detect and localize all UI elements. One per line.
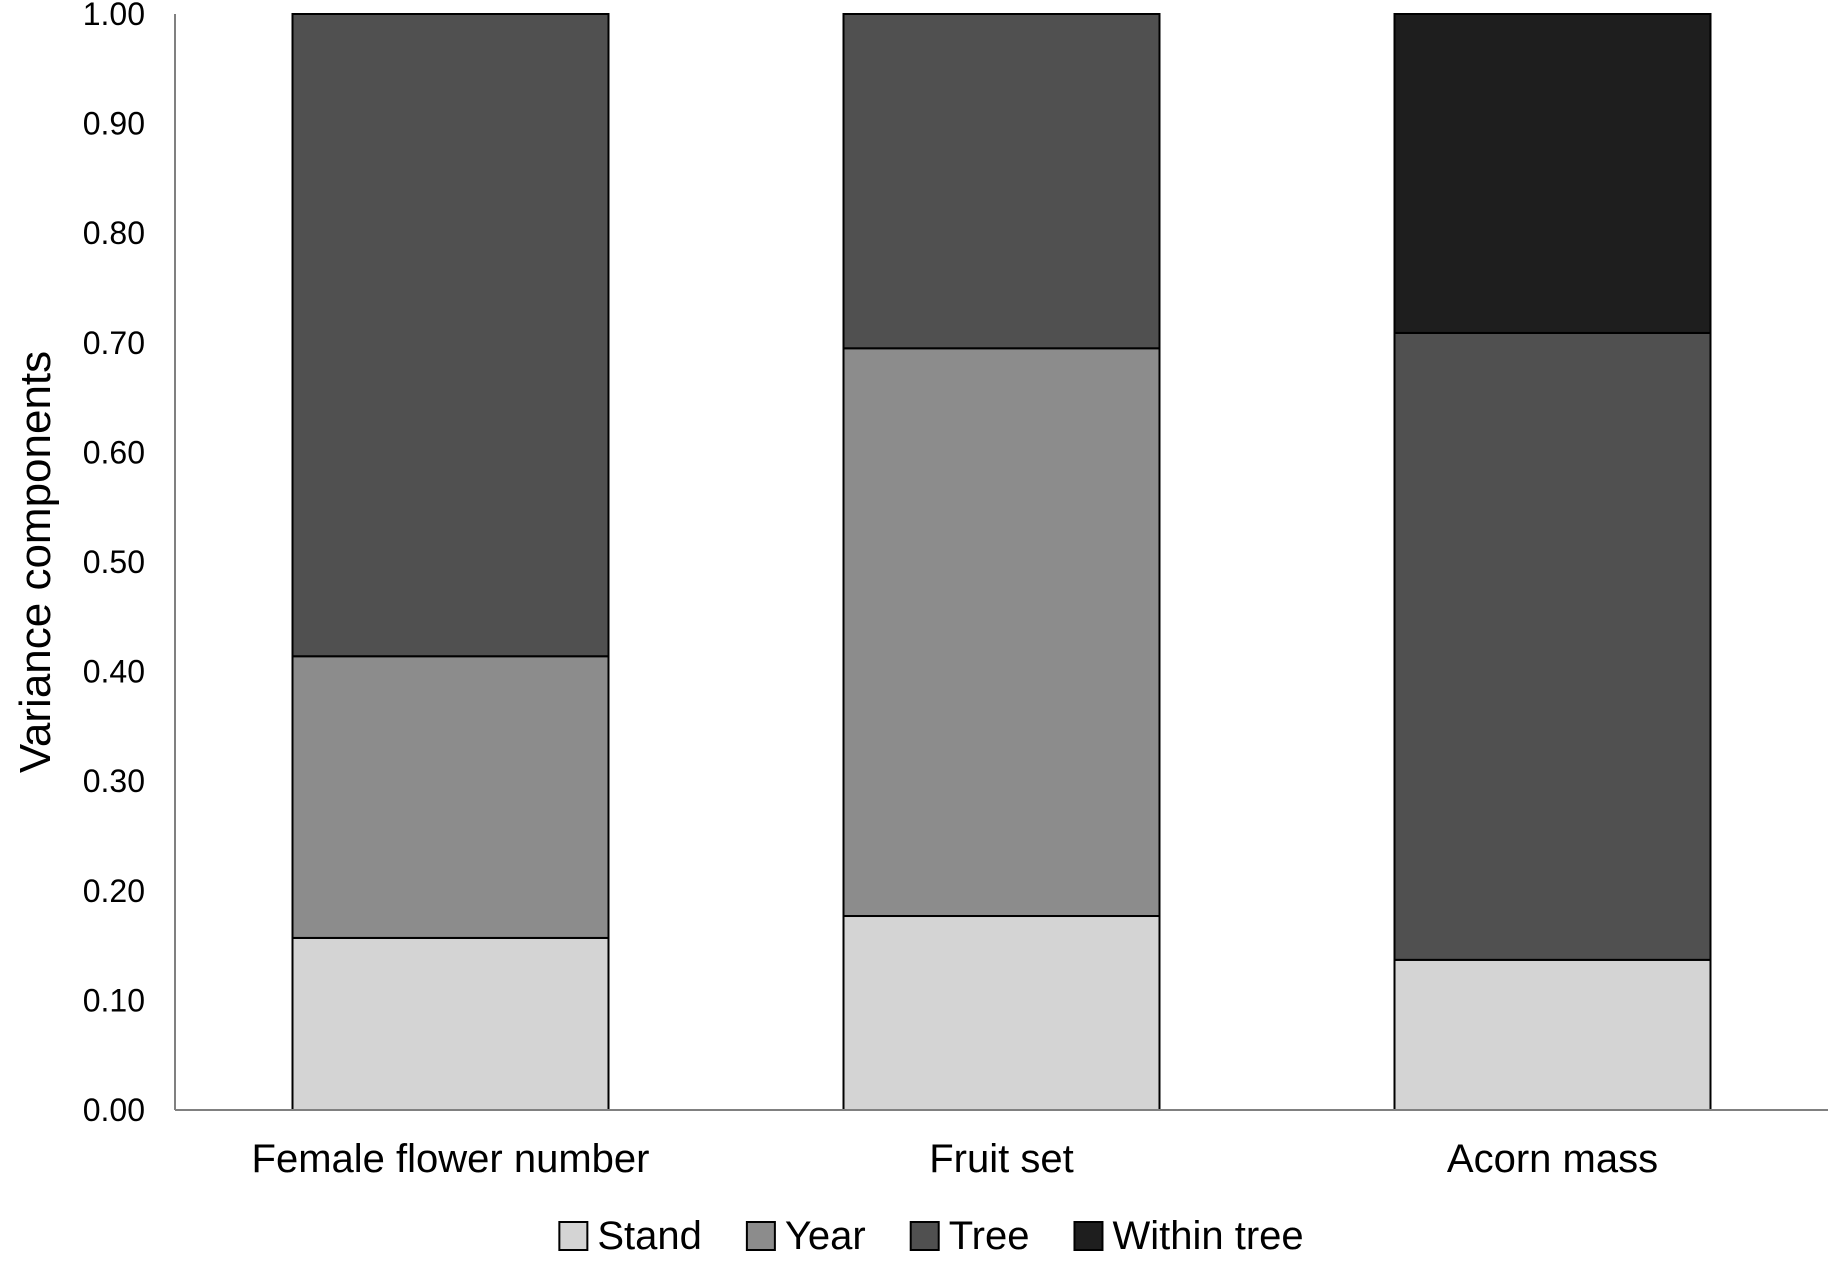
y-tick-label: 0.00 [83,1092,145,1128]
x-category-labels: Female flower number Fruit set Acorn mass [252,1137,1659,1181]
legend-swatch [745,1221,776,1251]
y-tick-labels: 0.00 0.10 0.20 0.30 0.40 0.50 0.60 0.70 0.80 0.90… [83,0,145,1128]
legend-label: Tree [949,1214,1030,1258]
bar-segment-year [291,655,610,939]
legend-swatch [909,1221,940,1251]
y-tick-label: 0.20 [83,873,145,909]
y-tick-label: 0.30 [83,763,145,799]
x-category-label: Acorn mass [1447,1137,1658,1181]
y-tick-label: 0.70 [83,325,145,361]
y-tick-label: 0.80 [83,215,145,251]
y-tick-label: 1.00 [83,0,145,32]
legend-item: Year [745,1214,866,1258]
x-category-label: Female flower number [252,1137,650,1181]
legend-label: Year [785,1214,866,1258]
y-tick-label: 0.90 [83,106,145,142]
legend-label: Stand [597,1214,702,1258]
y-tick-label: 0.10 [83,982,145,1018]
bars-group [291,13,1712,1112]
legend-item: Tree [909,1214,1030,1258]
legend: Stand Year Tree Within tree [558,1214,1304,1258]
bar-segment-stand [291,936,610,1111]
legend-swatch [558,1221,589,1251]
bar-segment-tree [1393,331,1712,961]
bar-segment-tree [291,13,610,658]
y-tick-label: 0.40 [83,654,145,690]
legend-item: Within tree [1073,1214,1304,1258]
y-tick-label: 0.50 [83,544,145,580]
x-category-label: Fruit set [929,1137,1073,1181]
bar-segment-year [842,347,1161,918]
bar-segment-within-tree [1393,13,1712,334]
y-axis-title: Variance components [11,351,60,773]
bar-segment-tree [842,13,1161,350]
legend-swatch [1073,1221,1104,1251]
legend-item: Stand [558,1214,702,1258]
bar-segment-stand [1393,958,1712,1112]
y-tick-label: 0.60 [83,434,145,470]
legend-label: Within tree [1112,1214,1303,1258]
bar-segment-stand [842,915,1161,1111]
